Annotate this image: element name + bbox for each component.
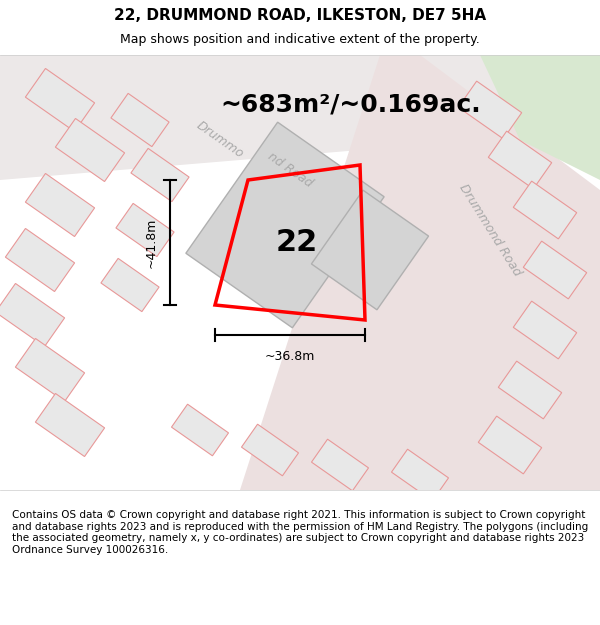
Polygon shape [55, 119, 125, 181]
Polygon shape [391, 449, 449, 501]
Polygon shape [111, 93, 169, 147]
Polygon shape [5, 229, 74, 291]
Polygon shape [25, 69, 95, 131]
Polygon shape [0, 284, 65, 346]
Text: Contains OS data © Crown copyright and database right 2021. This information is : Contains OS data © Crown copyright and d… [12, 510, 588, 555]
Polygon shape [101, 258, 159, 312]
Polygon shape [116, 203, 174, 257]
Polygon shape [513, 181, 577, 239]
Polygon shape [498, 361, 562, 419]
Polygon shape [478, 416, 542, 474]
Polygon shape [16, 339, 85, 401]
Text: nd Road: nd Road [265, 150, 315, 190]
Polygon shape [458, 81, 522, 139]
Polygon shape [488, 131, 552, 189]
Polygon shape [25, 174, 95, 236]
Polygon shape [186, 122, 384, 328]
Text: Drummo: Drummo [194, 119, 246, 161]
Polygon shape [241, 424, 299, 476]
Text: ~41.8m: ~41.8m [145, 217, 158, 268]
Polygon shape [523, 241, 587, 299]
Text: Drummond Road: Drummond Road [457, 182, 524, 278]
Text: 22: 22 [276, 228, 318, 257]
Polygon shape [240, 55, 600, 490]
Polygon shape [513, 301, 577, 359]
Polygon shape [0, 55, 600, 180]
Polygon shape [311, 190, 428, 310]
Text: Map shows position and indicative extent of the property.: Map shows position and indicative extent… [120, 33, 480, 46]
Text: 22, DRUMMOND ROAD, ILKESTON, DE7 5HA: 22, DRUMMOND ROAD, ILKESTON, DE7 5HA [114, 8, 486, 23]
Text: ~683m²/~0.169ac.: ~683m²/~0.169ac. [220, 93, 481, 117]
Polygon shape [131, 148, 189, 202]
Polygon shape [172, 404, 229, 456]
Text: ~36.8m: ~36.8m [265, 350, 315, 363]
Polygon shape [480, 55, 600, 180]
Polygon shape [35, 394, 104, 456]
Polygon shape [311, 439, 368, 491]
